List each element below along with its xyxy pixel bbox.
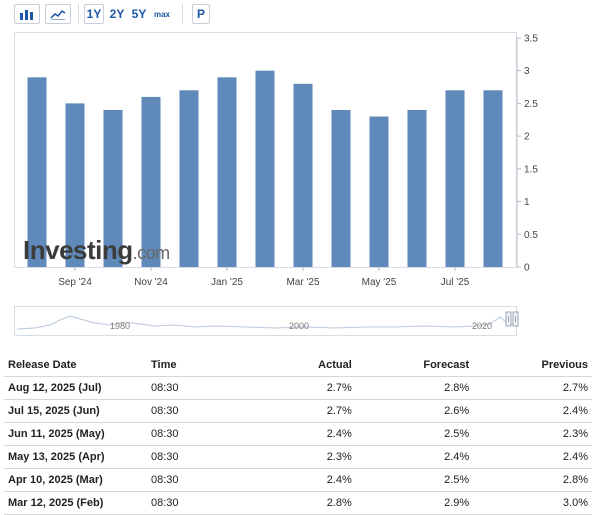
chart-toolbar: 1Y 2Y 5Y max P [0, 0, 595, 30]
chart-bar[interactable] [445, 90, 465, 267]
time-cell: 08:30 [147, 422, 265, 446]
x-tick-label: May '25 [362, 277, 397, 288]
header-time: Time [147, 354, 265, 377]
actual-cell: 2.7% [265, 376, 356, 400]
brand-suffix: .com [132, 243, 171, 263]
navigator-sparkline [16, 315, 516, 330]
header-forecast: Forecast [355, 354, 474, 377]
release-date-cell: Jul 15, 2025 (Jun) [4, 399, 147, 423]
chart-bar[interactable] [27, 77, 47, 267]
header-release-date: Release Date [4, 354, 147, 377]
bar-chart-icon[interactable] [14, 4, 40, 24]
time-cell: 08:30 [147, 468, 265, 492]
release-date-cell: Apr 10, 2025 (Mar) [4, 468, 147, 492]
chart-bar[interactable] [65, 103, 85, 268]
table-row: Jul 15, 2025 (Jun) 08:30 2.7% 2.6% 2.4% [4, 399, 592, 423]
range-navigator[interactable]: 1980 2000 2020 [14, 306, 517, 336]
chart-bar[interactable] [103, 110, 123, 267]
time-cell: 08:30 [147, 399, 265, 423]
forecast-cell: 2.9% [355, 491, 474, 515]
previous-cell: 2.7% [473, 376, 592, 400]
time-cell: 08:30 [147, 445, 265, 469]
forecast-cell: 2.6% [355, 399, 474, 423]
chart-bar[interactable] [179, 90, 199, 267]
line-chart-icon[interactable] [45, 4, 71, 24]
range-2y-button[interactable]: 2Y [109, 7, 125, 21]
actual-cell: 2.4% [265, 422, 356, 446]
navigator-label: 2020 [472, 321, 493, 331]
release-date-cell: Mar 12, 2025 (Feb) [4, 491, 147, 515]
forecast-cell: 2.4% [355, 445, 474, 469]
release-date-cell: Aug 12, 2025 (Jul) [4, 376, 147, 400]
previous-cell: 3.0% [473, 491, 592, 515]
navigator-handle-icon[interactable] [505, 310, 519, 330]
actual-cell: 2.8% [265, 491, 356, 515]
y-tick-label: 0.5 [524, 230, 538, 241]
table-body: Aug 12, 2025 (Jul) 08:30 2.7% 2.8% 2.7% Jul 1… [4, 376, 592, 515]
x-tick-label: Jan '25 [211, 277, 243, 288]
actual-cell: 2.3% [265, 445, 356, 469]
release-history-table: Release Date Time Actual Forecast Previo… [4, 354, 592, 515]
y-tick-label: 0 [524, 263, 530, 274]
x-tick-label: Sep '24 [58, 277, 92, 288]
table-row: Apr 10, 2025 (Mar) 08:30 2.4% 2.5% 2.8% [4, 468, 592, 492]
x-tick-label: Mar '25 [286, 277, 319, 288]
table-row: Mar 12, 2025 (Feb) 08:30 2.8% 2.9% 3.0% [4, 491, 592, 515]
previous-cell: 2.4% [473, 445, 592, 469]
y-tick-label: 1 [524, 197, 530, 208]
x-tick-label: Nov '24 [134, 277, 168, 288]
previous-cell: 2.8% [473, 468, 592, 492]
x-tick-label: Jul '25 [441, 277, 470, 288]
y-tick-label: 2.5 [524, 99, 538, 110]
previous-cell: 2.3% [473, 422, 592, 446]
forecast-cell: 2.5% [355, 468, 474, 492]
chart-bar[interactable] [293, 83, 313, 267]
y-tick-label: 2 [524, 132, 530, 143]
y-tick-label: 3 [524, 66, 530, 77]
y-tick-label: 3.5 [524, 34, 538, 45]
toolbar-divider [182, 4, 183, 24]
p-button[interactable]: P [192, 4, 210, 24]
header-actual: Actual [265, 354, 356, 377]
toolbar-divider [78, 4, 79, 24]
navigator-label: 1980 [110, 321, 131, 331]
chart-bar[interactable] [483, 90, 503, 267]
time-cell: 08:30 [147, 376, 265, 400]
actual-cell: 2.4% [265, 468, 356, 492]
range-max-button[interactable]: max [153, 9, 170, 19]
actual-cell: 2.7% [265, 399, 356, 423]
bar-chart: 0 0.5 1 1.5 2 2.5 3 3.5 Sep '24 Nov '24 Jan '25 Mar… [27, 34, 538, 288]
navigator-label: 2000 [289, 321, 310, 331]
header-previous: Previous [473, 354, 592, 377]
table-header-row: Release Date Time Actual Forecast Previo… [4, 354, 592, 377]
chart-bar[interactable] [141, 96, 161, 268]
release-date-cell: May 13, 2025 (Apr) [4, 445, 147, 469]
table-row: Jun 11, 2025 (May) 08:30 2.4% 2.5% 2.3% [4, 422, 592, 446]
chart-bar[interactable] [407, 110, 427, 267]
forecast-cell: 2.8% [355, 376, 474, 400]
previous-cell: 2.4% [473, 399, 592, 423]
chart-bar[interactable] [255, 70, 275, 267]
y-tick-label: 1.5 [524, 164, 538, 175]
table-row: May 13, 2025 (Apr) 08:30 2.3% 2.4% 2.4% [4, 445, 592, 469]
investing-logo: Investing.com [23, 235, 170, 266]
time-cell: 08:30 [147, 491, 265, 515]
range-1y-button[interactable]: 1Y [84, 4, 104, 24]
chart-bar[interactable] [331, 110, 351, 267]
range-5y-button[interactable]: 5Y [131, 7, 147, 21]
table-row: Aug 12, 2025 (Jul) 08:30 2.7% 2.8% 2.7% [4, 376, 592, 400]
chart-bar[interactable] [369, 116, 389, 268]
brand-name: Investing [23, 235, 133, 265]
chart-bar[interactable] [217, 77, 237, 267]
forecast-cell: 2.5% [355, 422, 474, 446]
release-date-cell: Jun 11, 2025 (May) [4, 422, 147, 446]
